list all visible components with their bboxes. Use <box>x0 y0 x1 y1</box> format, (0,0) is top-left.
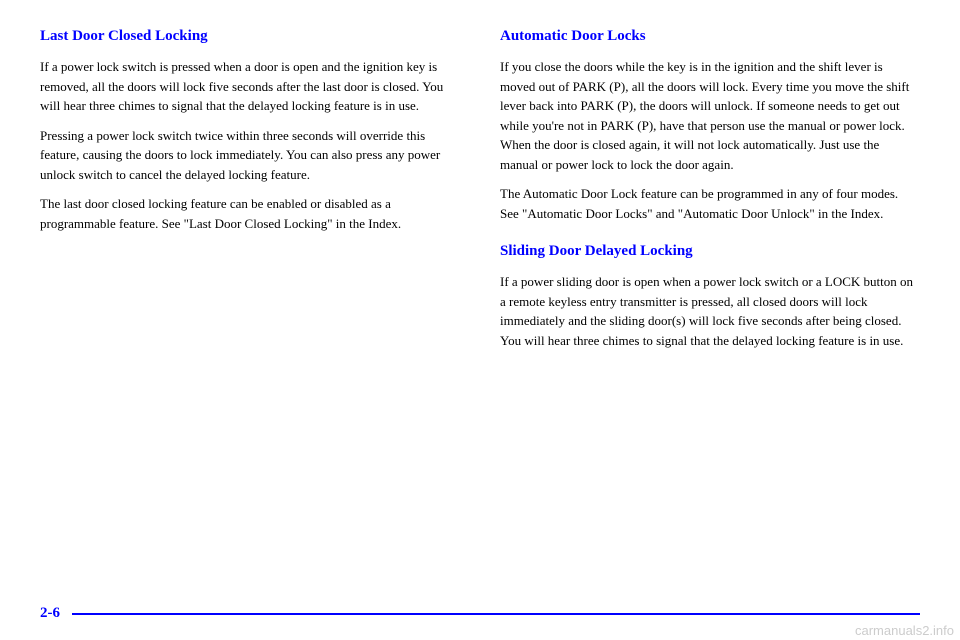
body-paragraph: If you close the doors while the key is … <box>500 57 920 174</box>
body-paragraph: If a power sliding door is open when a p… <box>500 272 920 350</box>
body-paragraph: The last door closed locking feature can… <box>40 194 460 233</box>
body-paragraph: The Automatic Door Lock feature can be p… <box>500 184 920 223</box>
page-content: Last Door Closed Locking If a power lock… <box>0 0 960 360</box>
body-paragraph: If a power lock switch is pressed when a… <box>40 57 460 116</box>
watermark: carmanuals2.info <box>855 623 954 638</box>
page-number: 2-6 <box>40 605 60 622</box>
section-heading-auto-locks: Automatic Door Locks <box>500 28 920 45</box>
left-column: Last Door Closed Locking If a power lock… <box>40 28 460 360</box>
section-heading-last-door: Last Door Closed Locking <box>40 28 460 45</box>
page-footer: 2-6 <box>40 605 920 622</box>
footer-divider <box>72 613 920 615</box>
right-column: Automatic Door Locks If you close the do… <box>500 28 920 360</box>
section-heading-sliding-door: Sliding Door Delayed Locking <box>500 243 920 260</box>
body-paragraph: Pressing a power lock switch twice withi… <box>40 126 460 185</box>
